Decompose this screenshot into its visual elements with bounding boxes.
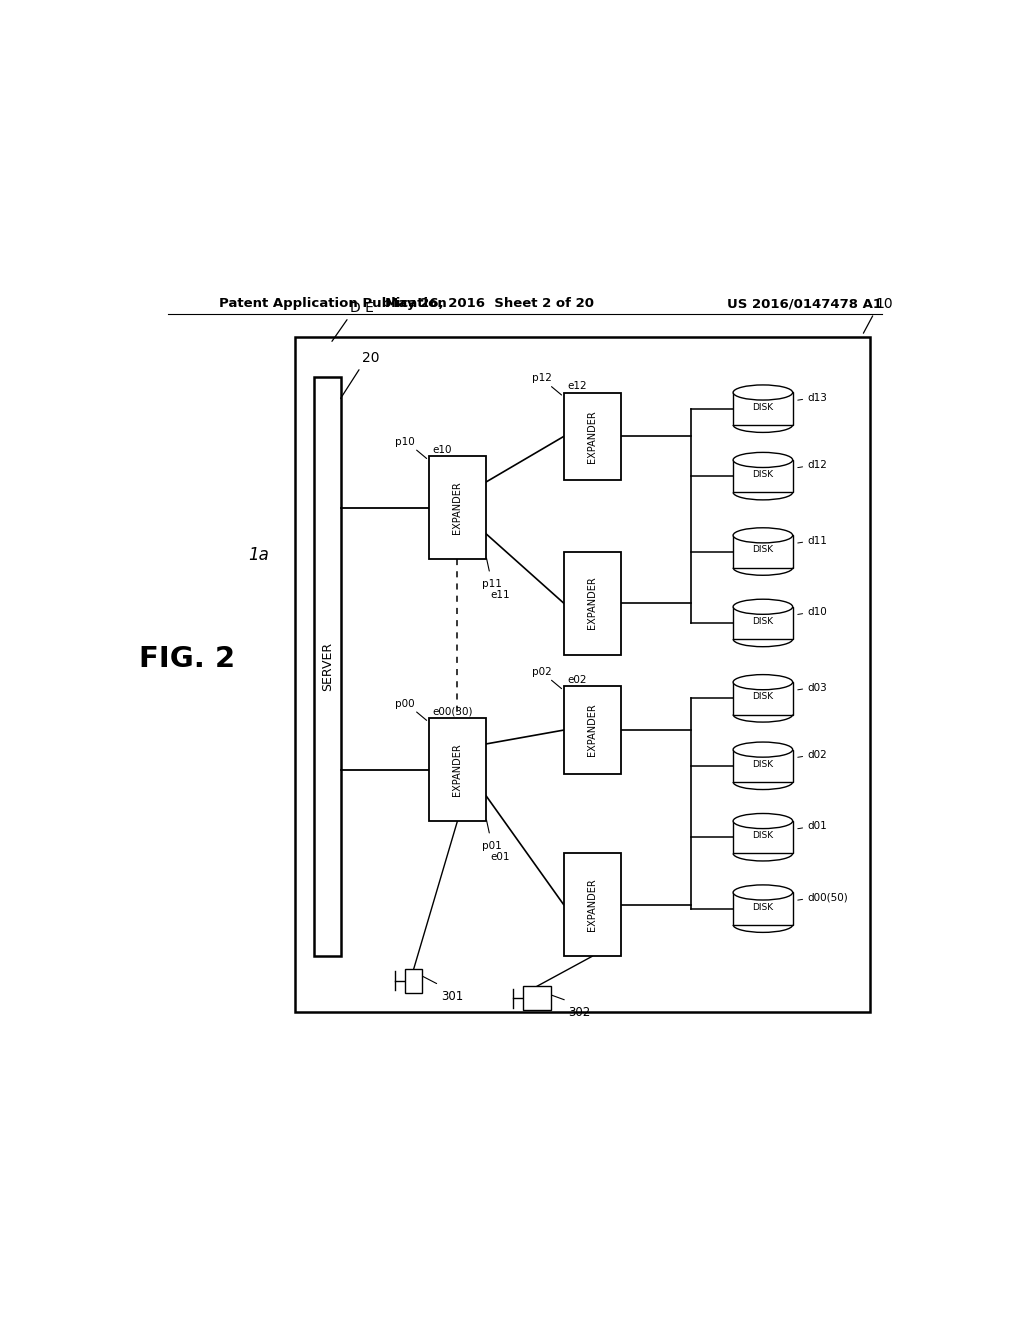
Text: d01: d01: [807, 821, 826, 832]
Bar: [429, 457, 486, 560]
Text: d02: d02: [807, 750, 826, 760]
Bar: [404, 969, 423, 993]
Ellipse shape: [733, 675, 793, 690]
Text: p12: p12: [531, 374, 551, 383]
Bar: [523, 986, 551, 1010]
Text: DISK: DISK: [753, 760, 773, 768]
Text: p11: p11: [482, 579, 502, 589]
Text: p02: p02: [531, 667, 551, 677]
Bar: [563, 853, 621, 956]
Text: DISK: DISK: [753, 470, 773, 479]
Ellipse shape: [733, 813, 793, 829]
Text: e02: e02: [567, 675, 587, 685]
Text: e10: e10: [433, 445, 453, 454]
Bar: [295, 337, 870, 1012]
Text: e01: e01: [489, 851, 509, 862]
Text: p00: p00: [395, 698, 415, 709]
Ellipse shape: [733, 884, 793, 900]
Ellipse shape: [733, 385, 793, 400]
Text: EXPANDER: EXPANDER: [587, 878, 597, 931]
Text: US 2016/0147478 A1: US 2016/0147478 A1: [727, 297, 882, 310]
Text: e11: e11: [489, 590, 510, 599]
Text: 10: 10: [876, 297, 893, 312]
Text: d03: d03: [807, 682, 826, 693]
Bar: [429, 718, 486, 821]
Text: 1a: 1a: [249, 546, 269, 565]
Text: EXPANDER: EXPANDER: [587, 411, 597, 463]
Ellipse shape: [733, 599, 793, 614]
Text: EXPANDER: EXPANDER: [453, 743, 463, 796]
Text: 302: 302: [568, 1006, 591, 1019]
Text: d00(50): d00(50): [807, 892, 848, 903]
Text: D E: D E: [350, 301, 374, 315]
Bar: [733, 392, 793, 425]
Text: 20: 20: [362, 351, 380, 366]
Text: DISK: DISK: [753, 832, 773, 840]
Bar: [563, 686, 621, 774]
Text: d12: d12: [807, 461, 826, 470]
Bar: [733, 459, 793, 492]
Text: EXPANDER: EXPANDER: [587, 577, 597, 630]
Bar: [733, 682, 793, 714]
Text: May 26, 2016  Sheet 2 of 20: May 26, 2016 Sheet 2 of 20: [385, 297, 594, 310]
Text: p10: p10: [395, 437, 415, 446]
Bar: [733, 536, 793, 568]
Ellipse shape: [733, 453, 793, 467]
Text: SERVER: SERVER: [322, 642, 334, 692]
Text: Patent Application Publication: Patent Application Publication: [219, 297, 447, 310]
Bar: [733, 892, 793, 925]
Text: 301: 301: [441, 990, 464, 1003]
Bar: [563, 393, 621, 480]
Text: e00(30): e00(30): [433, 706, 473, 717]
Bar: [733, 607, 793, 639]
Text: DISK: DISK: [753, 692, 773, 701]
Ellipse shape: [733, 528, 793, 543]
Text: p01: p01: [482, 841, 502, 851]
Text: EXPANDER: EXPANDER: [453, 482, 463, 535]
Bar: [733, 821, 793, 854]
Text: EXPANDER: EXPANDER: [587, 704, 597, 756]
Text: DISK: DISK: [753, 903, 773, 912]
Text: DISK: DISK: [753, 616, 773, 626]
Text: e12: e12: [567, 381, 588, 391]
Text: DISK: DISK: [753, 545, 773, 554]
Bar: [733, 750, 793, 781]
Text: d10: d10: [807, 607, 826, 618]
Bar: [563, 552, 621, 655]
Text: FIG. 2: FIG. 2: [139, 644, 236, 673]
Text: d11: d11: [807, 536, 826, 545]
Text: DISK: DISK: [753, 403, 773, 412]
Text: d13: d13: [807, 393, 826, 403]
Ellipse shape: [733, 742, 793, 758]
Bar: [314, 378, 341, 956]
